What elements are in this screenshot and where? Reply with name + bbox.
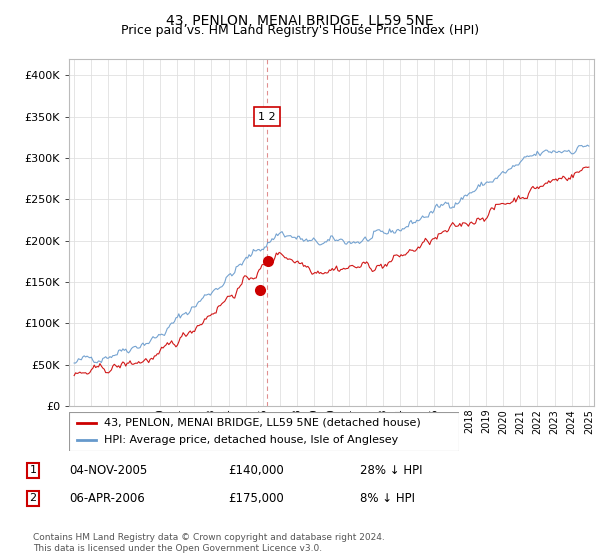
Text: HPI: Average price, detached house, Isle of Anglesey: HPI: Average price, detached house, Isle… xyxy=(104,435,398,445)
Text: Price paid vs. HM Land Registry's House Price Index (HPI): Price paid vs. HM Land Registry's House … xyxy=(121,24,479,36)
Text: 43, PENLON, MENAI BRIDGE, LL59 5NE: 43, PENLON, MENAI BRIDGE, LL59 5NE xyxy=(166,14,434,28)
Text: 2: 2 xyxy=(29,493,37,503)
Text: 8% ↓ HPI: 8% ↓ HPI xyxy=(360,492,415,505)
Text: 06-APR-2006: 06-APR-2006 xyxy=(69,492,145,505)
Text: 1: 1 xyxy=(29,465,37,475)
Text: £175,000: £175,000 xyxy=(228,492,284,505)
Text: 04-NOV-2005: 04-NOV-2005 xyxy=(69,464,147,477)
Text: £140,000: £140,000 xyxy=(228,464,284,477)
Text: Contains HM Land Registry data © Crown copyright and database right 2024.
This d: Contains HM Land Registry data © Crown c… xyxy=(33,533,385,553)
Text: 28% ↓ HPI: 28% ↓ HPI xyxy=(360,464,422,477)
Text: 1 2: 1 2 xyxy=(259,111,276,122)
Text: 43, PENLON, MENAI BRIDGE, LL59 5NE (detached house): 43, PENLON, MENAI BRIDGE, LL59 5NE (deta… xyxy=(104,418,421,428)
